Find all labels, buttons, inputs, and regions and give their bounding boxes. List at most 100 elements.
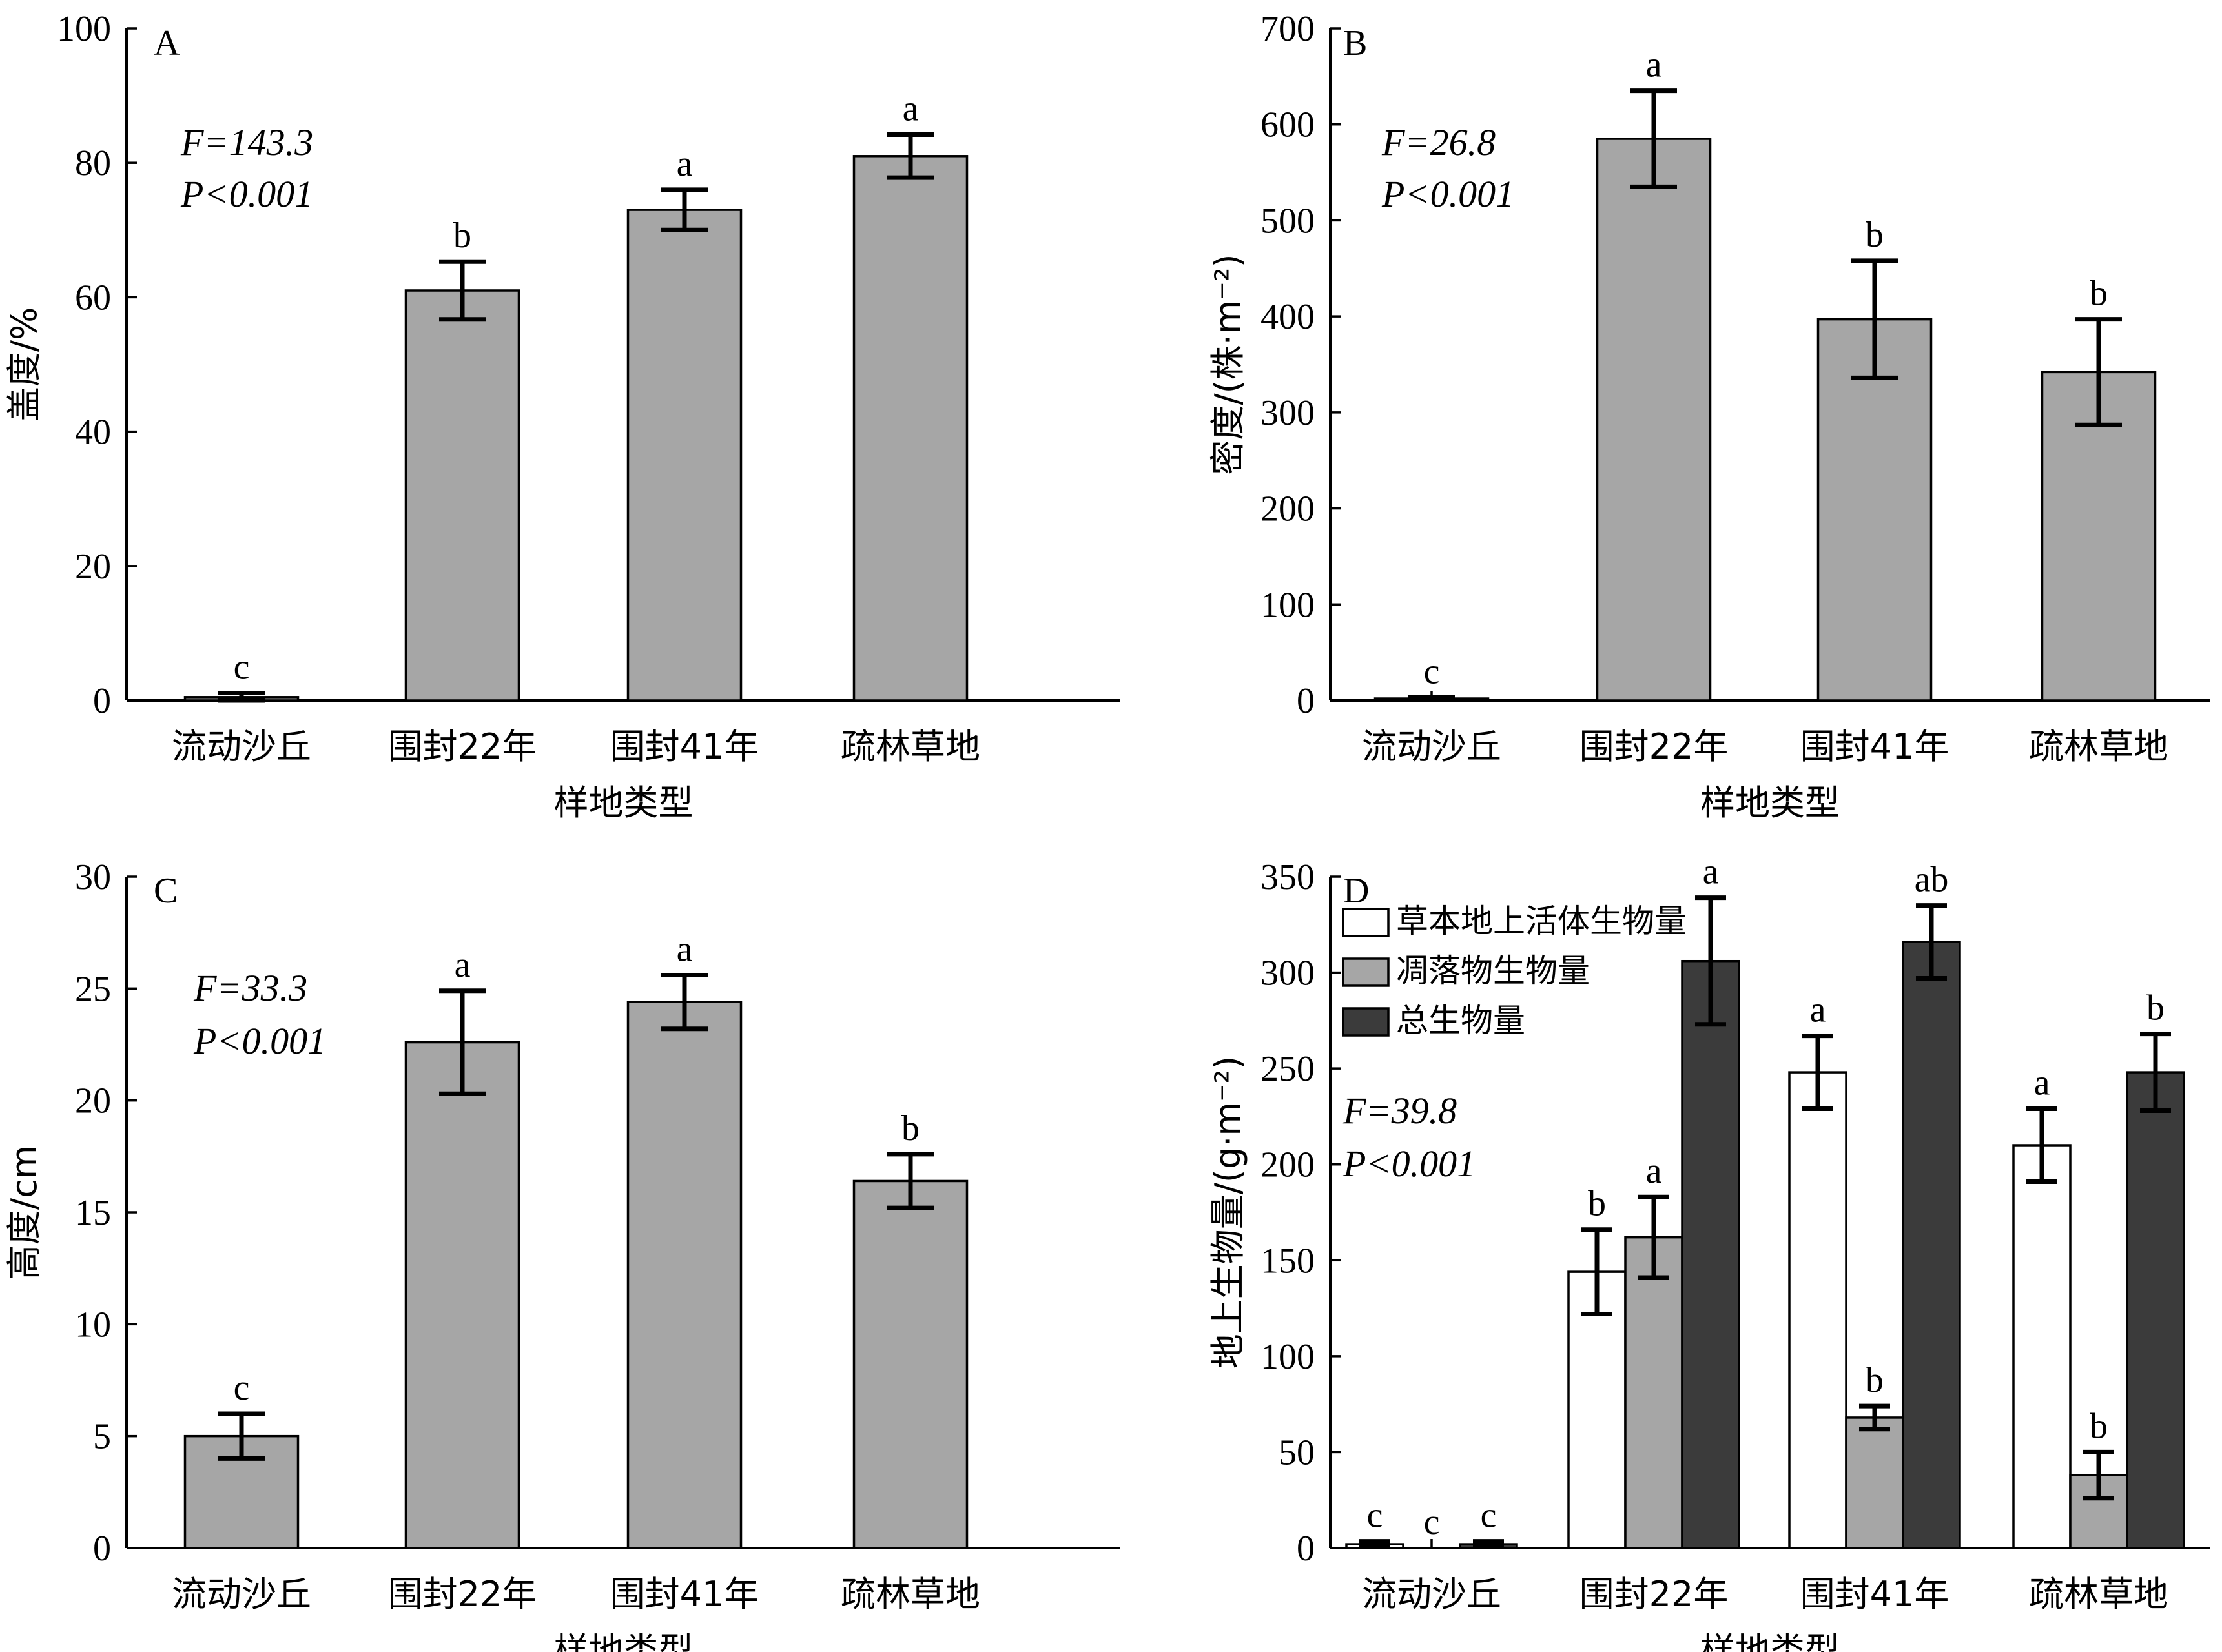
y-tick-label: 100 bbox=[1260, 585, 1315, 625]
y-axis-title: 高度/cm bbox=[4, 1145, 45, 1280]
y-tick-label: 5 bbox=[93, 1417, 111, 1457]
x-tick-label: 围封22年 bbox=[1579, 726, 1729, 767]
x-tick-label: 流动沙丘 bbox=[1362, 1574, 1501, 1615]
significance-label: b bbox=[2090, 1406, 2108, 1446]
significance-label: c bbox=[234, 1368, 250, 1408]
x-tick-label: 流动沙丘 bbox=[172, 726, 311, 767]
y-tick-label: 200 bbox=[1260, 489, 1315, 529]
panel-label: D bbox=[1343, 871, 1369, 911]
x-tick-label: 围封22年 bbox=[1579, 1574, 1729, 1615]
significance-label: c bbox=[234, 648, 250, 688]
chart-panel-b: 0 100 200 300 400 500 600 700 流动沙丘 围封22年 围封41年 疏林草地… bbox=[1208, 9, 2210, 823]
significance-label: a bbox=[1810, 990, 1826, 1030]
x-axis-title: 样地类型 bbox=[1700, 782, 1840, 823]
legend-swatch bbox=[1342, 957, 1390, 987]
x-tick-label: 流动沙丘 bbox=[172, 1574, 311, 1615]
y-tick-label: 500 bbox=[1260, 201, 1315, 241]
bar bbox=[1624, 1236, 1683, 1549]
significance-label: b bbox=[1866, 215, 1884, 255]
bar bbox=[1902, 941, 1961, 1549]
x-axis-title: 样地类型 bbox=[1700, 1630, 1840, 1652]
x-tick-label: 围封22年 bbox=[388, 726, 537, 767]
y-tick-label: 300 bbox=[1260, 953, 1315, 994]
y-tick-label: 0 bbox=[93, 681, 111, 721]
y-axis-title: 地上生物量/(g·m⁻²) bbox=[1208, 1056, 1248, 1369]
panel-label: B bbox=[1343, 23, 1367, 63]
y-tick-label: 60 bbox=[75, 278, 111, 318]
x-tick-label: 疏林草地 bbox=[2029, 1574, 2168, 1615]
significance-label: a bbox=[2034, 1063, 2050, 1103]
x-tick-label: 疏林草地 bbox=[841, 1574, 980, 1615]
stat-p-value: P<0.001 bbox=[180, 173, 313, 215]
stat-f-value: F=26.8 bbox=[1381, 121, 1496, 163]
significance-label: b bbox=[453, 216, 471, 256]
y-tick-label: 250 bbox=[1260, 1049, 1315, 1089]
y-tick-label: 600 bbox=[1260, 105, 1315, 145]
panel-label: A bbox=[154, 23, 180, 63]
chart-panel-d: 0 50 100 150 200 250 300 350 流动沙丘 围封22年 围封41年 疏林草地样… bbox=[1208, 852, 2210, 1652]
bar bbox=[852, 155, 969, 702]
legend-label: 凋落物生物量 bbox=[1396, 952, 1590, 990]
significance-label: a bbox=[455, 945, 471, 985]
x-tick-label: 围封22年 bbox=[388, 1574, 537, 1615]
y-tick-label: 150 bbox=[1260, 1241, 1315, 1281]
significance-label: b bbox=[2090, 274, 2108, 314]
significance-label: a bbox=[1646, 45, 1662, 85]
bar bbox=[404, 1041, 520, 1549]
significance-label: b bbox=[1588, 1184, 1606, 1224]
significance-label: c bbox=[1481, 1496, 1497, 1536]
significance-label: c bbox=[1424, 652, 1440, 692]
y-tick-label: 350 bbox=[1260, 857, 1315, 897]
y-tick-label: 700 bbox=[1260, 9, 1315, 49]
y-axis-title: 盖度/% bbox=[4, 307, 45, 422]
y-tick-label: 25 bbox=[75, 969, 111, 1009]
y-tick-label: 50 bbox=[1279, 1433, 1315, 1473]
stat-f-value: F=33.3 bbox=[193, 967, 307, 1009]
y-tick-label: 300 bbox=[1260, 393, 1315, 433]
x-axis-title: 样地类型 bbox=[554, 782, 694, 823]
stat-p-value: P<0.001 bbox=[1381, 173, 1514, 215]
bar bbox=[626, 1001, 743, 1549]
y-tick-label: 200 bbox=[1260, 1145, 1315, 1185]
bar bbox=[2012, 1144, 2072, 1549]
x-axis-title: 样地类型 bbox=[554, 1630, 694, 1652]
x-tick-label: 围封41年 bbox=[1800, 1574, 1949, 1615]
significance-label: a bbox=[677, 144, 693, 184]
x-tick-label: 围封41年 bbox=[610, 1574, 759, 1615]
x-tick-label: 疏林草地 bbox=[841, 726, 980, 767]
y-tick-label: 80 bbox=[75, 143, 111, 183]
legend-label: 草本地上活体生物量 bbox=[1396, 902, 1687, 940]
significance-label: c bbox=[1424, 1502, 1440, 1542]
bar bbox=[404, 289, 520, 702]
y-tick-label: 40 bbox=[75, 413, 111, 453]
significance-label: c bbox=[1367, 1496, 1383, 1536]
bar bbox=[626, 209, 743, 702]
significance-label: a bbox=[677, 930, 693, 970]
bar bbox=[1596, 138, 1712, 702]
significance-label: ab bbox=[1915, 860, 1949, 900]
bar bbox=[852, 1179, 969, 1549]
y-tick-label: 0 bbox=[1297, 681, 1315, 721]
panel-label: C bbox=[154, 871, 178, 911]
bar bbox=[1845, 1416, 1904, 1549]
significance-label: a bbox=[1646, 1151, 1662, 1191]
significance-label: b bbox=[1866, 1360, 1884, 1400]
legend-swatch bbox=[1342, 1007, 1390, 1037]
y-tick-label: 10 bbox=[75, 1305, 111, 1345]
significance-label: b bbox=[2146, 988, 2165, 1028]
bar bbox=[1816, 318, 1933, 702]
bar bbox=[1788, 1071, 1847, 1549]
stat-p-value: P<0.001 bbox=[1342, 1143, 1476, 1185]
y-tick-label: 15 bbox=[75, 1193, 111, 1233]
significance-label: b bbox=[901, 1108, 920, 1148]
significance-label: a bbox=[903, 88, 919, 128]
y-tick-label: 100 bbox=[57, 9, 111, 49]
legend-label: 总生物量 bbox=[1396, 1002, 1525, 1039]
y-tick-label: 0 bbox=[93, 1529, 111, 1569]
y-tick-label: 400 bbox=[1260, 297, 1315, 337]
significance-label: a bbox=[1703, 852, 1719, 892]
